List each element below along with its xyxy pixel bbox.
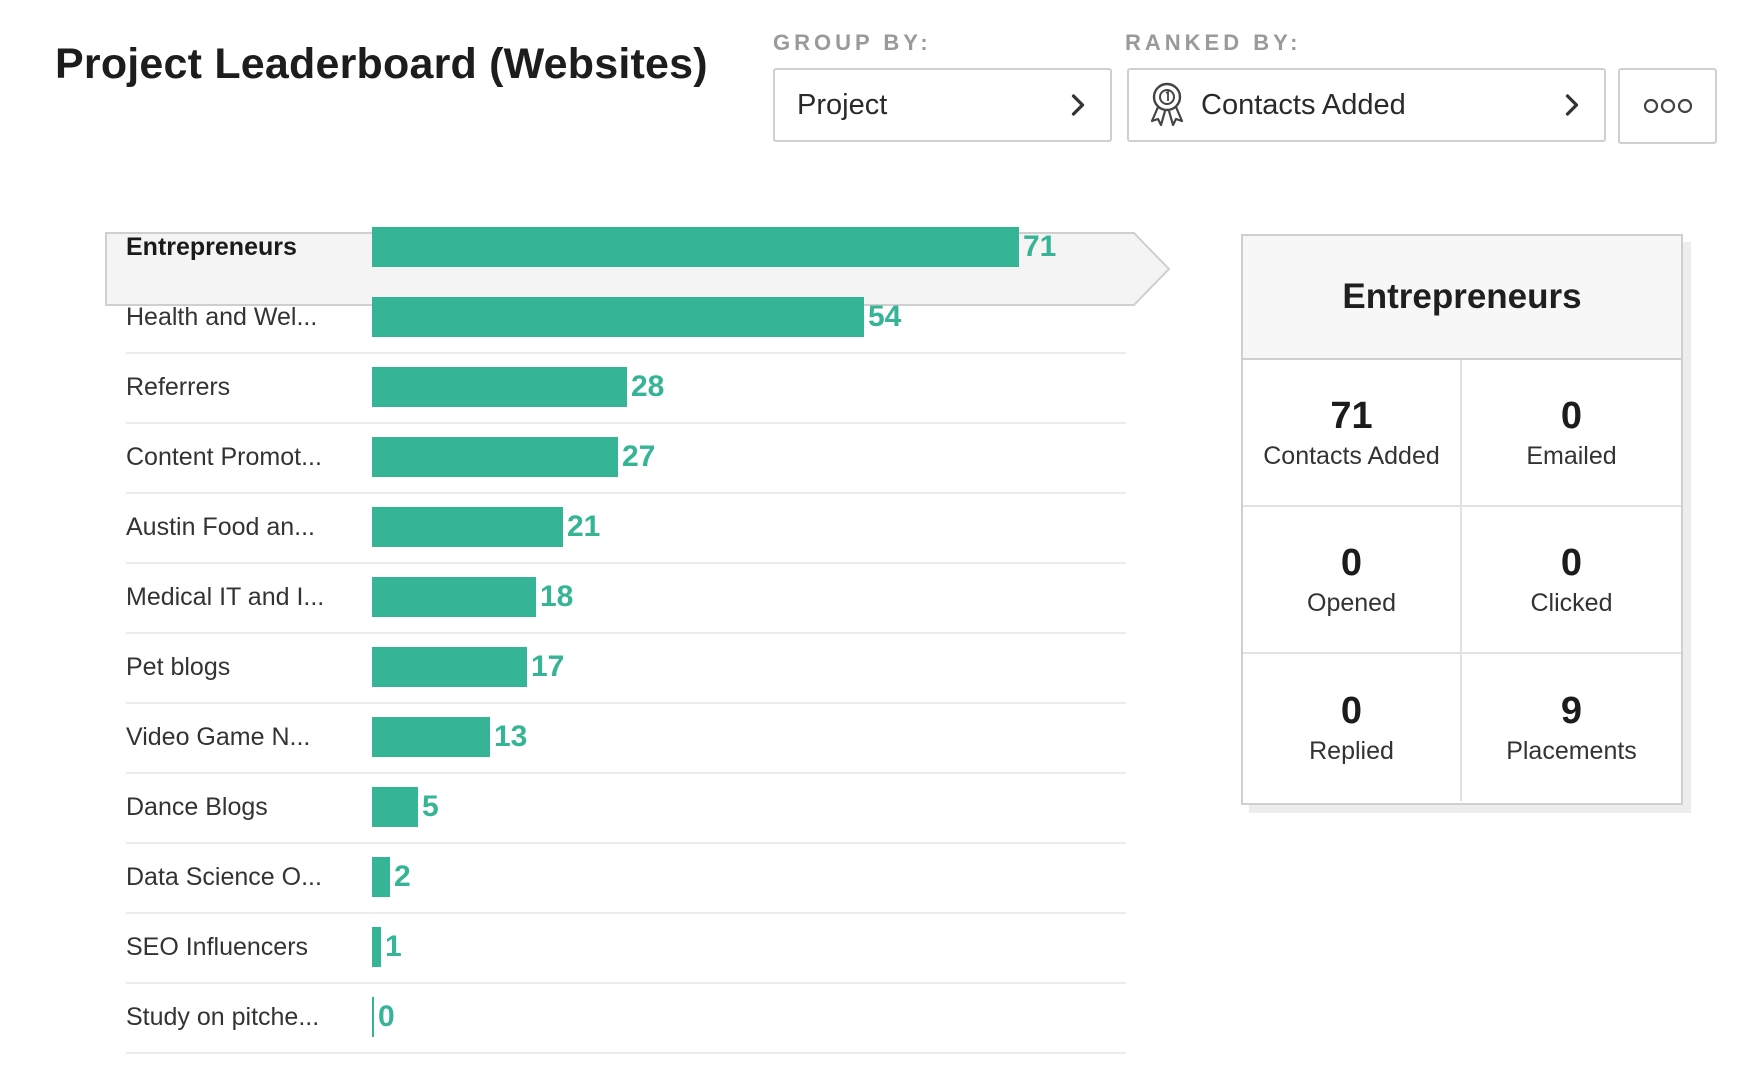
stat-label: Contacts Added: [1263, 442, 1440, 470]
chevron-right-icon: [1071, 94, 1085, 116]
bar: [372, 997, 374, 1037]
bar: [372, 227, 1019, 267]
row-divider: [126, 1052, 1126, 1054]
bar-value-label: 2: [394, 860, 411, 893]
row-divider: [126, 772, 1126, 774]
row-divider: [126, 562, 1126, 564]
more-options-button[interactable]: [1618, 68, 1717, 144]
more-dots-icon: [1643, 98, 1692, 114]
award-ribbon-icon: [1150, 82, 1184, 127]
stat-clicked: 0 Clicked: [1462, 507, 1681, 654]
stat-contacts-added: 71 Contacts Added: [1243, 360, 1462, 507]
bar: [372, 297, 864, 337]
stat-value: 9: [1560, 690, 1583, 732]
bar-value-label: 5: [422, 790, 439, 823]
stat-value: 0: [1560, 542, 1583, 584]
bar-value-label: 54: [868, 300, 902, 333]
bar-value-label: 17: [531, 650, 565, 683]
bar: [372, 717, 490, 757]
bar: [372, 507, 563, 547]
bar-value-label: 28: [631, 370, 665, 403]
stat-value: 0: [1560, 395, 1583, 437]
bar-value-label: 13: [494, 720, 528, 753]
row-label: SEO Influencers: [126, 933, 309, 961]
stat-placements: 9 Placements: [1462, 654, 1681, 801]
bar-value-label: 0: [378, 1000, 395, 1033]
row-divider: [126, 632, 1126, 634]
stat-label: Opened: [1307, 589, 1396, 617]
row-divider: [126, 492, 1126, 494]
stat-value: 0: [1340, 542, 1363, 584]
stat-value: 0: [1340, 690, 1363, 732]
bar: [372, 647, 527, 687]
row-label: Medical IT and I...: [126, 583, 325, 611]
bar: [372, 577, 536, 617]
group-by-dropdown[interactable]: Project: [773, 68, 1112, 142]
bar: [372, 927, 381, 967]
row-divider: [126, 982, 1126, 984]
row-label: Video Game N...: [126, 723, 311, 751]
row-divider: [126, 842, 1126, 844]
bar-value-label: 71: [1023, 230, 1057, 263]
stat-label: Clicked: [1530, 589, 1613, 617]
stat-replied: 0 Replied: [1243, 654, 1462, 801]
bar: [372, 367, 627, 407]
page-title: Project Leaderboard (Websites): [55, 40, 708, 88]
row-label: Study on pitche...: [126, 1003, 320, 1031]
stat-label: Placements: [1506, 737, 1637, 765]
row-label: Pet blogs: [126, 653, 231, 681]
bar: [372, 787, 418, 827]
row-label: Dance Blogs: [126, 793, 268, 821]
bar-value-label: 18: [540, 580, 574, 613]
bar: [372, 437, 618, 477]
bar-value-label: 27: [622, 440, 656, 473]
chevron-right-icon: [1565, 94, 1579, 116]
row-label: Austin Food an...: [126, 513, 316, 541]
row-label: Referrers: [126, 373, 231, 401]
row-divider: [126, 352, 1126, 354]
stat-value: 71: [1330, 395, 1373, 437]
group-by-value: Project: [797, 88, 888, 121]
detail-title: Entrepreneurs: [1243, 236, 1681, 360]
bar: [372, 857, 390, 897]
project-detail-card: Entrepreneurs 71 Contacts Added 0 Emaile…: [1241, 234, 1683, 805]
stat-opened: 0 Opened: [1243, 507, 1462, 654]
row-divider: [126, 422, 1126, 424]
row-label: Data Science O...: [126, 863, 322, 891]
bar-value-label: 1: [385, 930, 402, 963]
bar-value-label: 21: [567, 510, 601, 543]
row-label: Content Promot...: [126, 443, 322, 471]
row-label: Health and Wel...: [126, 303, 318, 331]
row-divider: [126, 912, 1126, 914]
ranked-by-dropdown[interactable]: Contacts Added: [1127, 68, 1606, 142]
ranked-by-value: Contacts Added: [1201, 88, 1406, 121]
group-by-label: GROUP BY:: [773, 30, 932, 55]
row-label: Entrepreneurs: [126, 233, 297, 261]
stat-label: Emailed: [1526, 442, 1617, 470]
stat-emailed: 0 Emailed: [1462, 360, 1681, 507]
detail-stats-grid: 71 Contacts Added 0 Emailed 0 Opened 0 C…: [1243, 360, 1681, 801]
ranked-by-label: RANKED BY:: [1125, 30, 1302, 55]
row-divider: [126, 702, 1126, 704]
stat-label: Replied: [1309, 737, 1394, 765]
